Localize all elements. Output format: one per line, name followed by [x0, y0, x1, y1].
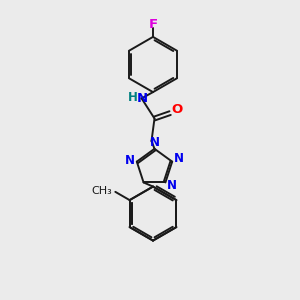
- Text: N: N: [167, 179, 177, 192]
- Text: O: O: [171, 103, 183, 116]
- Text: N: N: [149, 136, 160, 149]
- Text: N: N: [174, 152, 184, 165]
- Text: CH₃: CH₃: [91, 186, 112, 196]
- Text: N: N: [125, 154, 135, 167]
- Text: H: H: [128, 91, 138, 104]
- Text: N: N: [136, 92, 148, 105]
- Text: F: F: [148, 18, 158, 31]
